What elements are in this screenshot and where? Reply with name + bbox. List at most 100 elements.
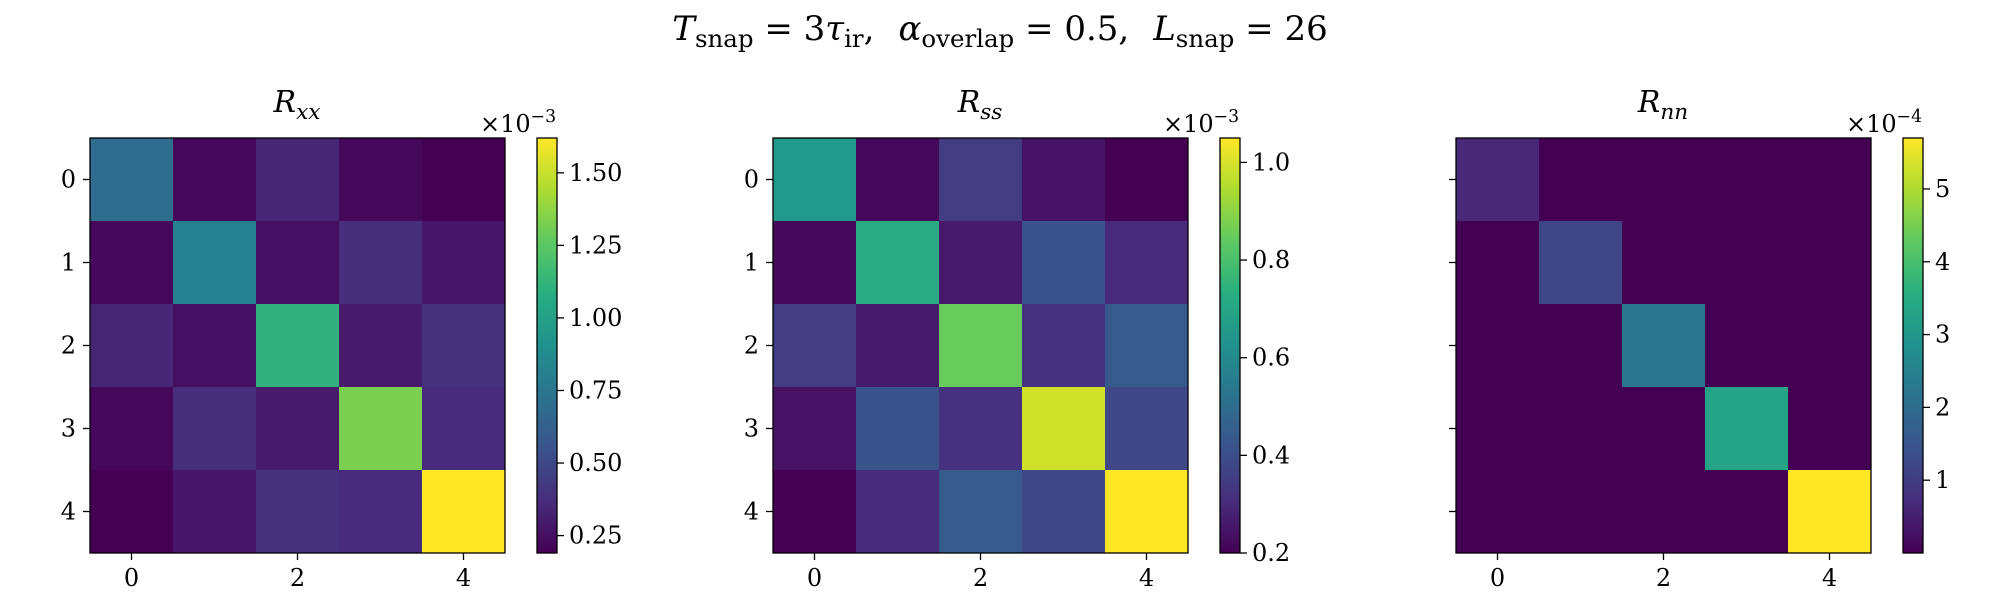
rnn-x-tick-label: 0 [1490, 564, 1505, 592]
suptitle-alpha: α [898, 9, 921, 49]
panel-rxx-x-ticks: 0 2 4 [124, 553, 471, 592]
panel-rxx-colorbar-multiplier: ×10−3 [480, 107, 556, 138]
rss-cell-3-2 [939, 387, 1023, 471]
suptitle-sep1: , [864, 9, 875, 49]
rss-colorbar-tick-label: 0.6 [1252, 344, 1290, 372]
panel-rxx: Rxx 0 2 4 0 1 2 3 4 0.25 0.50 0.75 1.00 1.25 1.50 ×… [61, 85, 623, 592]
rnn-x-tick-label: 4 [1822, 564, 1837, 592]
rnn-colorbar-tick-label: 4 [1935, 248, 1950, 276]
panel-rxx-title: Rxx [273, 85, 321, 125]
rnn-cell-0-2 [1622, 138, 1706, 222]
rxx-colorbar-tick-label: 0.25 [569, 522, 622, 550]
rss-cell-2-1 [856, 304, 940, 388]
rnn-cell-2-2 [1622, 304, 1706, 388]
rss-colorbar-tick-label: 0.4 [1252, 441, 1290, 469]
panel-rnn-y-ticks [1449, 178, 1456, 513]
panel-rnn-colorbar [1902, 137, 1924, 554]
rss-cell-3-4 [1105, 387, 1189, 471]
rss-colorbar-tick-label: 0.2 [1252, 539, 1290, 567]
rxx-cell-0-3 [339, 138, 423, 222]
rxx-cell-2-2 [256, 304, 340, 388]
rss-cell-4-0 [773, 470, 857, 554]
panel-rnn-x-ticks: 0 2 4 [1490, 553, 1837, 592]
rxx-cell-2-3 [339, 304, 423, 388]
rnn-cell-1-2 [1622, 221, 1706, 305]
rxx-cell-1-2 [256, 221, 340, 305]
rss-cell-0-2 [939, 138, 1023, 222]
panel-rxx-colorbar-ticks: 0.25 0.50 0.75 1.00 1.25 1.50 [557, 159, 622, 550]
panel-rnn: Rnn 0 2 4 1 2 3 4 5 ×10−4 [1449, 85, 1950, 592]
rnn-cell-0-1 [1539, 138, 1623, 222]
suptitle-l: L [1152, 9, 1176, 49]
rnn-cell-3-2 [1622, 387, 1706, 471]
rss-cell-0-0 [773, 138, 857, 222]
suptitle-alpha-eq: = 0.5, [1014, 9, 1129, 49]
rxx-cell-0-2 [256, 138, 340, 222]
rnn-cell-4-2 [1622, 470, 1706, 554]
panel-rxx-heatmap [90, 138, 506, 554]
rss-cell-1-3 [1022, 221, 1106, 305]
rss-cell-2-2 [939, 304, 1023, 388]
rss-cell-0-3 [1022, 138, 1106, 222]
rnn-cell-1-1 [1539, 221, 1623, 305]
rnn-cell-4-4 [1788, 470, 1872, 554]
rss-cell-1-2 [939, 221, 1023, 305]
rss-y-tick-label: 0 [744, 166, 759, 194]
rnn-cell-2-0 [1456, 304, 1540, 388]
rxx-colorbar-tick-label: 1.50 [569, 159, 622, 187]
rss-cell-2-3 [1022, 304, 1106, 388]
rxx-cell-2-4 [422, 304, 506, 388]
rxx-y-tick-label: 2 [61, 332, 76, 360]
rxx-cell-1-3 [339, 221, 423, 305]
rnn-colorbar-tick-label: 1 [1935, 466, 1950, 494]
rnn-cell-3-4 [1788, 387, 1872, 471]
rnn-cell-4-3 [1705, 470, 1789, 554]
rss-cell-1-1 [856, 221, 940, 305]
rnn-cell-0-4 [1788, 138, 1872, 222]
rss-cell-3-0 [773, 387, 857, 471]
suptitle-t-sub: snap [695, 24, 754, 53]
panel-rss: Rss 0 2 4 0 1 2 3 4 0.2 0.4 0.6 0.8 1.0 ×10−3 [744, 85, 1290, 592]
rss-cell-0-4 [1105, 138, 1189, 222]
rnn-x-tick-label: 2 [1656, 564, 1671, 592]
rnn-cell-0-3 [1705, 138, 1789, 222]
rnn-cell-3-3 [1705, 387, 1789, 471]
rss-cell-1-4 [1105, 221, 1189, 305]
panel-rxx-y-ticks: 0 1 2 3 4 [61, 166, 90, 526]
rss-cell-4-4 [1105, 470, 1189, 554]
rxx-colorbar-tick-label: 1.25 [569, 231, 622, 259]
rss-cell-1-0 [773, 221, 857, 305]
figure-suptitle: Tsnap = 3τir, αoverlap = 0.5, Lsnap = 26 [672, 9, 1327, 53]
rnn-cell-3-1 [1539, 387, 1623, 471]
rnn-colorbar-tick-label: 5 [1935, 175, 1950, 203]
panel-rnn-colorbar-multiplier: ×10−4 [1846, 107, 1922, 138]
rnn-cell-1-4 [1788, 221, 1872, 305]
suptitle-tau-sub: ir [844, 24, 864, 53]
rxx-y-tick-label: 1 [61, 249, 76, 277]
rxx-y-tick-label: 0 [61, 166, 76, 194]
rss-colorbar-tick-label: 0.8 [1252, 246, 1290, 274]
rss-y-tick-label: 4 [744, 498, 759, 526]
rss-y-tick-label: 3 [744, 415, 759, 443]
rxx-cell-1-4 [422, 221, 506, 305]
rxx-cell-4-3 [339, 470, 423, 554]
panel-rss-x-ticks: 0 2 4 [807, 553, 1154, 592]
rnn-colorbar-tick-label: 2 [1935, 393, 1950, 421]
rxx-cell-2-1 [173, 304, 257, 388]
rxx-cell-4-4 [422, 470, 506, 554]
rss-y-tick-label: 1 [744, 249, 759, 277]
suptitle-t-eq: = 3 [754, 9, 826, 49]
panel-rxx-colorbar [536, 137, 558, 554]
rnn-cell-4-1 [1539, 470, 1623, 554]
rss-cell-4-2 [939, 470, 1023, 554]
rnn-cell-2-1 [1539, 304, 1623, 388]
panel-rss-y-ticks: 0 1 2 3 4 [744, 166, 773, 526]
rss-cell-2-0 [773, 304, 857, 388]
panel-rss-colorbar [1219, 137, 1241, 554]
rxx-cell-2-0 [90, 304, 174, 388]
rss-cell-2-4 [1105, 304, 1189, 388]
suptitle-tau: τ [825, 9, 845, 49]
rxx-x-tick-label: 4 [456, 564, 471, 592]
rxx-colorbar-tick-label: 0.50 [569, 449, 622, 477]
rss-y-tick-label: 2 [744, 332, 759, 360]
